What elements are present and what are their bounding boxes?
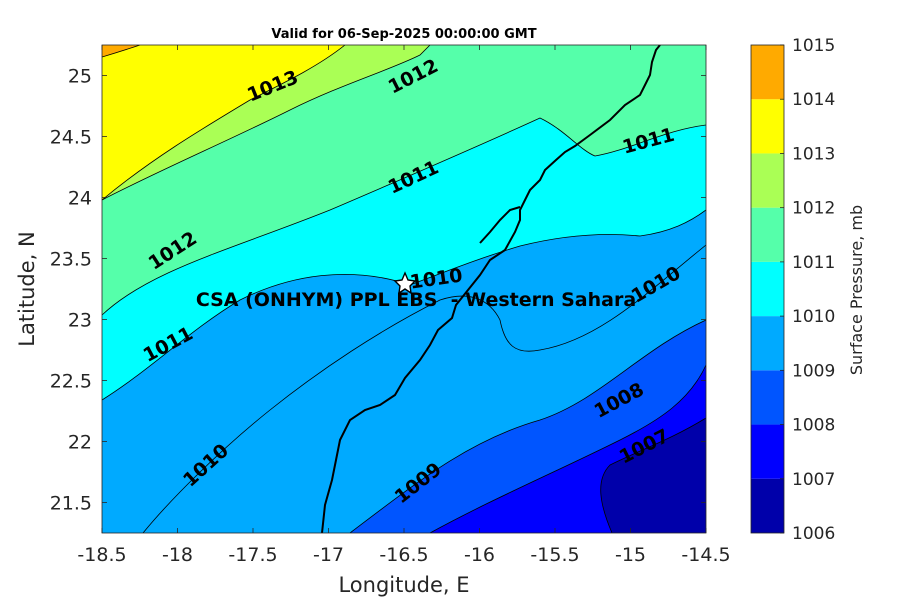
colorbar-swatch <box>751 370 784 425</box>
colorbar-swatch <box>751 45 784 100</box>
x-tick-label: -15.5 <box>530 544 579 566</box>
colorbar-tick-label: 1012 <box>792 199 835 219</box>
x-tick-label: -17 <box>313 544 344 566</box>
y-tick-label: 22.5 <box>50 371 92 393</box>
y-axis-label: Latitude, N <box>15 231 39 347</box>
colorbar-swatch <box>751 153 784 208</box>
y-tick-label: 23.5 <box>50 249 92 271</box>
colorbar-tick-label: 1015 <box>792 36 835 56</box>
contour-lines <box>102 45 706 533</box>
colorbar-tick-label: 1007 <box>792 470 835 490</box>
colorbar-tick-label: 1014 <box>792 90 835 110</box>
coastline <box>321 45 661 533</box>
y-tick-label: 21.5 <box>50 493 92 515</box>
figure-title: Valid for 06-Sep-2025 00:00:00 GMT <box>271 27 536 42</box>
x-tick-label: -16.5 <box>379 544 428 566</box>
colorbar-label: Surface Pressure, mb <box>847 205 866 375</box>
colorbar-swatch <box>751 261 784 317</box>
colorbar-swatch <box>751 478 784 533</box>
dakhla-peninsula <box>479 206 521 244</box>
x-tick-label: -16 <box>464 544 495 566</box>
colorbar-tick-label: 1006 <box>792 524 835 544</box>
x-axis-label: Longitude, E <box>338 573 469 597</box>
x-tick-label: -15 <box>615 544 646 566</box>
colorbar-swatch <box>751 207 784 262</box>
colorbar-tick-label: 1011 <box>792 253 835 273</box>
band-1006 <box>600 418 706 533</box>
y-tick-label: 25 <box>68 66 92 88</box>
colorbar-swatch <box>751 316 784 371</box>
y-tick-label: 24 <box>68 188 92 210</box>
y-axis: 21.5 22 22.5 23 23.5 24 24.5 25 <box>50 66 706 515</box>
y-tick-label: 22 <box>68 432 92 454</box>
station-label: CSA (ONHYM) PPL EBS - Western Sahara <box>196 289 636 311</box>
contour-fill-layer <box>102 45 706 533</box>
colorbar: 1006 1007 1008 1009 1010 1011 1012 1013 1014 1015 <box>750 36 835 544</box>
x-axis: -18.5 -18 -17.5 -17 -16.5 -16 -15.5 -15 -14.5 <box>77 45 731 566</box>
y-tick-label: 23 <box>68 310 92 332</box>
x-tick-label: -18.5 <box>77 544 126 566</box>
x-tick-label: -18 <box>162 544 193 566</box>
colorbar-tick-label: 1008 <box>792 416 835 436</box>
colorbar-frame <box>750 44 785 534</box>
colorbar-swatch <box>751 424 784 479</box>
colorbar-tick-label: 1013 <box>792 144 835 164</box>
x-tick-label: -14.5 <box>681 544 730 566</box>
x-tick-label: -17.5 <box>228 544 277 566</box>
colorbar-swatch <box>751 99 784 154</box>
band-1013 <box>102 45 345 200</box>
colorbar-tick-label: 1010 <box>792 307 835 327</box>
star-icon <box>393 271 417 295</box>
colorbar-tick-label: 1009 <box>792 361 835 381</box>
y-tick-label: 24.5 <box>50 127 92 149</box>
